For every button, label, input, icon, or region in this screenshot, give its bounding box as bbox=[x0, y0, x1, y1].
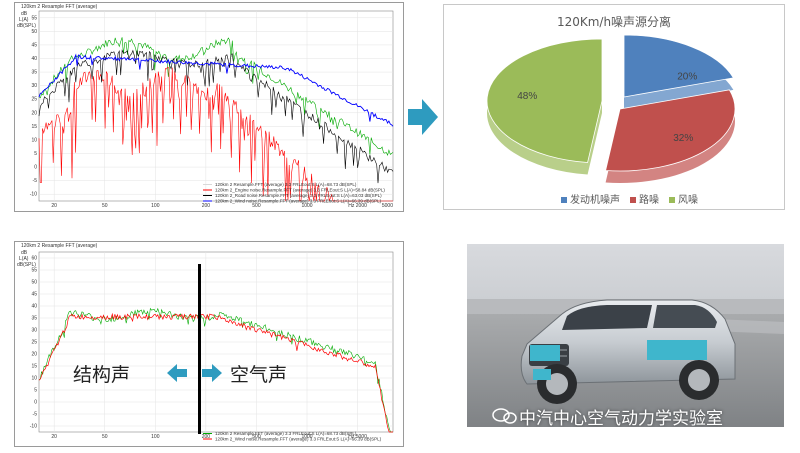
pie-legend-road: 路噪 bbox=[630, 191, 659, 206]
structure-noise-label: 结构声 bbox=[73, 364, 131, 386]
x-tick-label: 1000 bbox=[301, 203, 312, 209]
y-tick-label: 25 bbox=[31, 340, 37, 346]
y-tick-label: -5 bbox=[33, 178, 38, 184]
wind-noise-curve bbox=[38, 312, 393, 433]
x-tick-label: 1000 bbox=[301, 434, 312, 440]
y-tick-label: 5 bbox=[34, 388, 37, 394]
x-tick-label: 20 bbox=[51, 434, 57, 440]
y-tick-label: 30 bbox=[31, 83, 37, 89]
pie-slice-label: 32% bbox=[673, 133, 693, 144]
pie-title: 120Km/h噪声源分离 bbox=[556, 15, 672, 29]
y-tick-label: 45 bbox=[31, 42, 37, 48]
y-tick-label: 0 bbox=[34, 165, 37, 171]
pie-legend-wind: 风噪 bbox=[669, 191, 698, 206]
y-tick-label: 25 bbox=[31, 97, 37, 103]
split-line bbox=[198, 264, 201, 434]
y-tick-label: 55 bbox=[31, 15, 37, 21]
vehicle-photo: 中汽中心空气动力学实验室 bbox=[467, 244, 784, 427]
bottom-fft-ylabel-db: dB bbox=[21, 250, 28, 256]
y-tick-label: 0 bbox=[34, 400, 37, 406]
x-tick-label: 100 bbox=[151, 434, 160, 440]
suv-illustration bbox=[467, 244, 784, 427]
bottom-fft-chart: 120km 2 Resample FFT (average) dB L(A) d… bbox=[14, 241, 404, 447]
y-tick-label: 10 bbox=[31, 137, 37, 143]
x-tick-label: 500 bbox=[252, 434, 261, 440]
legend-entry: 120km 2 Resample.FFT (average) 3.3 FRLEo… bbox=[215, 182, 357, 187]
legend-entry: 120km 2_Wind noise.Resample.FFT (average… bbox=[215, 437, 382, 442]
y-tick-label: 60 bbox=[31, 256, 37, 262]
legend-entry: 120km 2_Road noise.Resample.FFT (average… bbox=[215, 193, 382, 198]
y-tick-label: 30 bbox=[31, 328, 37, 334]
pie-slice bbox=[486, 38, 603, 163]
total-curve bbox=[38, 37, 394, 156]
airborne-noise-label: 空气声 bbox=[230, 364, 288, 386]
x-tick-label: Hz 2000 bbox=[348, 203, 367, 209]
pie-slice bbox=[605, 89, 736, 172]
y-tick-label: 20 bbox=[31, 352, 37, 358]
y-tick-label: 50 bbox=[31, 280, 37, 286]
y-tick-label: 35 bbox=[31, 316, 37, 322]
y-tick-label: 15 bbox=[31, 124, 37, 130]
top-fft-chart: 120km 2 Resample FFT (average) dB L(A) d… bbox=[14, 2, 404, 212]
pie-slice bbox=[623, 34, 735, 98]
y-tick-label: 45 bbox=[31, 292, 37, 298]
x-tick-label: 50 bbox=[102, 434, 108, 440]
legend-entry: 120km 2_Wind noise.Resample.FFT (average… bbox=[215, 199, 382, 204]
y-tick-label: -5 bbox=[33, 412, 38, 418]
y-tick-label: 35 bbox=[31, 70, 37, 76]
road-noise-curve bbox=[38, 49, 394, 184]
top-fft-ylabel-unit: L(A) bbox=[19, 17, 29, 23]
pie-plot: 20% 32% 48% bbox=[486, 34, 736, 183]
x-tick-label: 20 bbox=[51, 203, 57, 209]
x-tick-label: 100 bbox=[151, 203, 160, 209]
x-tick-label: Hz 5000 bbox=[348, 434, 367, 440]
legend-entry: 120km 2 Resample.FFT (average) 3.3 FRLEo… bbox=[215, 431, 357, 436]
bottom-fft-title: 120km 2 Resample FFT (average) bbox=[21, 243, 98, 249]
y-tick-label: -10 bbox=[30, 424, 37, 430]
total-curve bbox=[38, 307, 393, 433]
top-fft-ylabel-db: dB bbox=[21, 11, 28, 17]
y-tick-label: 15 bbox=[31, 364, 37, 370]
engine-noise-curve bbox=[38, 66, 393, 202]
y-tick-label: 40 bbox=[31, 56, 37, 62]
y-tick-label: 50 bbox=[31, 29, 37, 35]
x-tick-label: 500 bbox=[252, 203, 261, 209]
right-arrow-icon bbox=[408, 99, 438, 135]
y-tick-label: 40 bbox=[31, 304, 37, 310]
y-tick-label: 20 bbox=[31, 110, 37, 116]
x-tick-label: 200 bbox=[202, 203, 211, 209]
legend-entry: 120km 2_Engine noise.Resample.FFT (avera… bbox=[215, 188, 385, 193]
left-arrow-icon bbox=[167, 364, 187, 382]
pie-legend-engine: 发动机噪声 bbox=[561, 191, 620, 206]
pie-slice-label: 20% bbox=[677, 71, 697, 82]
watermark-text: 中汽中心空气动力学实验室 bbox=[519, 409, 723, 427]
x-end-label: 5000 bbox=[382, 203, 393, 209]
top-fft-ylabel-ref: dB(SPL) bbox=[17, 23, 36, 29]
wind-noise-curve bbox=[38, 53, 394, 127]
bottom-fft-ylabel-ref: dB(SPL) bbox=[17, 262, 36, 268]
pie-slice-label: 48% bbox=[517, 91, 537, 102]
y-tick-label: -10 bbox=[30, 192, 37, 198]
y-tick-label: 5 bbox=[34, 151, 37, 157]
x-tick-label: 200 bbox=[202, 434, 211, 440]
right-small-arrow-icon bbox=[202, 364, 222, 382]
y-tick-label: 55 bbox=[31, 268, 37, 274]
bottom-fft-ylabel-unit: L(A) bbox=[19, 256, 29, 262]
y-tick-label: 10 bbox=[31, 376, 37, 382]
top-fft-title: 120km 2 Resample FFT (average) bbox=[21, 4, 98, 10]
x-tick-label: 50 bbox=[102, 203, 108, 209]
pie-legend: 发动机噪声 路噪 风噪 bbox=[561, 191, 698, 206]
noise-pie-chart: 120Km/h噪声源分离 20% 32% 48% 发动机噪声 路噪 风噪 bbox=[443, 4, 785, 210]
